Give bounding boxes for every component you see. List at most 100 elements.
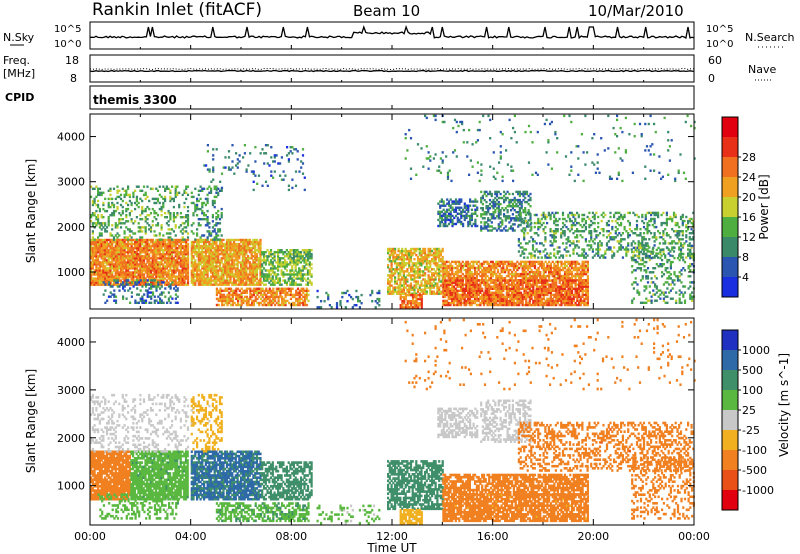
power-cell — [185, 240, 188, 244]
power-cell — [121, 259, 124, 262]
power-cell — [109, 295, 112, 298]
power-cell — [132, 242, 135, 246]
power-cell — [172, 212, 175, 215]
power-cell — [93, 187, 96, 190]
power-cell — [144, 281, 147, 284]
freq-panel: Freq. [MHz] 18 8 60 0 Nave — [3, 54, 776, 85]
power-cell — [186, 216, 190, 219]
power-cell — [128, 257, 131, 260]
power-cell — [137, 257, 140, 260]
power-cell — [135, 240, 138, 244]
power-cell — [105, 246, 109, 250]
power-cell — [185, 216, 188, 219]
power-cell — [90, 265, 93, 268]
power-cell — [132, 195, 135, 199]
power-cell — [213, 205, 216, 209]
power-cell — [160, 209, 163, 213]
power-cell — [186, 244, 190, 248]
power-cell — [155, 246, 158, 250]
power-cell — [127, 269, 130, 272]
power-cell — [128, 265, 131, 268]
power-cell — [104, 265, 107, 268]
power-cell — [162, 203, 165, 207]
power-cell — [206, 216, 209, 219]
power-cell — [394, 249, 397, 253]
power-cell — [181, 222, 184, 225]
power-cell — [116, 232, 119, 235]
power-cell — [91, 232, 94, 235]
power-cell — [149, 238, 153, 242]
power-cell — [128, 234, 131, 237]
power-cell — [123, 277, 126, 280]
power-cell — [174, 249, 177, 252]
power-cell — [127, 242, 130, 246]
power-cell — [183, 279, 186, 282]
power-cell — [196, 203, 199, 207]
power-cell — [111, 253, 114, 256]
power-cell — [172, 220, 175, 223]
power-cell — [97, 257, 100, 260]
power-cell — [310, 275, 313, 278]
power-cell — [261, 148, 264, 151]
power-cell — [164, 195, 167, 199]
power-cell — [93, 238, 96, 241]
power-cell — [141, 242, 144, 246]
power-cell — [139, 189, 142, 192]
power-cell — [155, 277, 158, 280]
power-cell — [160, 246, 163, 250]
power-cell — [171, 281, 174, 284]
power-cell — [91, 246, 94, 250]
nave-tick-high: 60 — [708, 54, 722, 67]
power-cell — [299, 261, 303, 264]
power-cell — [171, 249, 174, 252]
power-cell — [95, 259, 98, 262]
nave-label: Nave — [748, 63, 776, 76]
power-cell — [105, 253, 109, 256]
power-cell — [105, 230, 109, 233]
power-cell — [183, 257, 186, 260]
power-cell — [104, 277, 107, 280]
beam-title: Beam 10 — [353, 2, 420, 20]
power-cell — [409, 256, 413, 259]
power-cell — [111, 244, 114, 248]
power-cell — [144, 218, 147, 221]
power-cell — [155, 281, 158, 284]
power-cell — [136, 283, 139, 286]
power-cell — [402, 288, 405, 291]
power-cell — [169, 191, 172, 194]
power-cell — [183, 281, 186, 284]
power-cell — [206, 150, 209, 153]
power-cell — [116, 185, 119, 188]
nave-dots — [89, 67, 695, 71]
power-cell — [529, 198, 532, 202]
power-cell — [467, 208, 470, 211]
power-cell — [167, 220, 170, 223]
power-cell — [90, 214, 93, 217]
power-cell — [118, 195, 121, 199]
power-cell — [95, 238, 98, 242]
power-cell — [102, 281, 105, 284]
freq-unit-label: [MHz] — [3, 67, 35, 80]
power-cell — [160, 244, 163, 248]
power-cell — [146, 269, 149, 272]
power-cell — [118, 285, 121, 288]
power-cell — [102, 253, 105, 256]
power-cell — [100, 214, 103, 217]
power-cell — [183, 230, 186, 233]
power-cell — [91, 259, 94, 262]
power-cell — [90, 195, 93, 199]
power-cell — [121, 212, 124, 215]
power-cell — [111, 275, 114, 278]
power-cell — [116, 263, 119, 266]
power-cell — [114, 251, 117, 254]
power-cell — [174, 242, 177, 246]
power-cell — [104, 228, 107, 231]
power-cell — [139, 267, 142, 270]
power-cell — [264, 152, 268, 155]
power-cell — [130, 209, 133, 213]
power-cell — [123, 279, 126, 282]
power-cell — [127, 246, 130, 250]
power-cell — [155, 242, 158, 246]
power-cell — [186, 271, 190, 274]
